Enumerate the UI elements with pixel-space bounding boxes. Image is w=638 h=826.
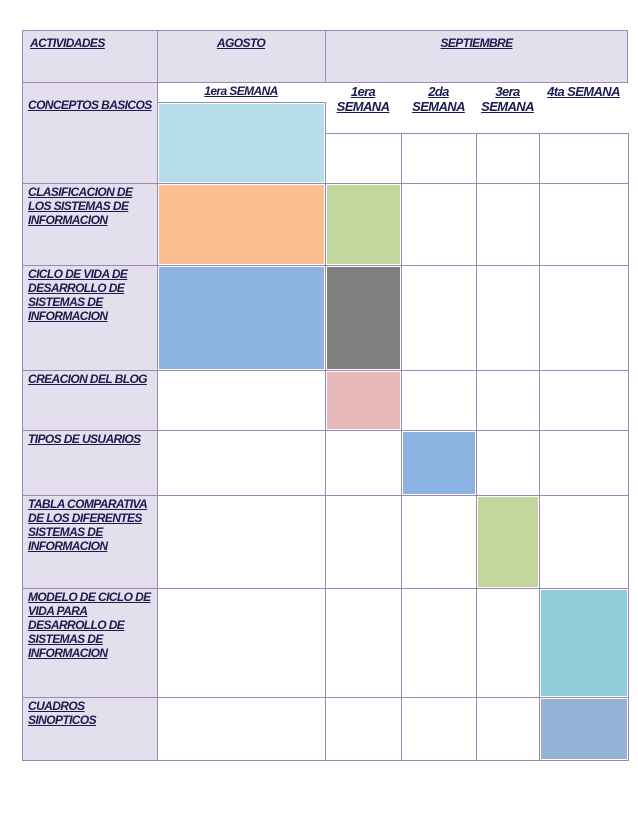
- week-label: 1era SEMANA: [204, 84, 278, 98]
- week-cell: [539, 370, 629, 431]
- week-cell: [157, 697, 326, 761]
- week-cell: [157, 588, 326, 698]
- header-cell: [157, 30, 326, 83]
- week-cell: [325, 495, 402, 589]
- label-cell: [22, 588, 158, 698]
- activity-label: CLASIFICACION DE LOS SISTEMAS DE INFORMA…: [28, 185, 133, 227]
- header-text: ACTIVIDADES: [30, 36, 105, 50]
- activity-label: TABLA COMPARATIVA DE LOS DIFERENTES SIST…: [28, 497, 148, 553]
- week-label: 3era SEMANA: [481, 84, 534, 114]
- week-label: 1era SEMANA: [336, 84, 390, 114]
- week-cell: [157, 495, 326, 589]
- activity-bar: [327, 267, 400, 369]
- activity-label: MODELO DE CICLO DE VIDA PARA DESARROLLO …: [28, 590, 151, 660]
- week-cell: [476, 697, 540, 761]
- week-cell: [401, 370, 477, 431]
- week-cell: [539, 430, 629, 496]
- activity-bar: [403, 432, 475, 494]
- label-cell: [22, 265, 158, 371]
- label-cell: [22, 697, 158, 761]
- week-cell: [476, 265, 540, 371]
- activity-bar: [541, 699, 627, 759]
- week-cell: [157, 370, 326, 431]
- week-cell: [401, 265, 477, 371]
- activity-bar: [541, 590, 627, 696]
- activity-bar: [159, 104, 324, 182]
- week-cell: [401, 183, 477, 266]
- activity-label: CICLO DE VIDA DE DESARROLLO DE SISTEMAS …: [28, 267, 128, 323]
- week-cell: [325, 588, 402, 698]
- label-cell: [22, 183, 158, 266]
- week-cell: [539, 133, 629, 184]
- week-cell: [539, 183, 629, 266]
- header-cell: [325, 30, 628, 83]
- label-cell: [22, 495, 158, 589]
- activity-label: CREACION DEL BLOG: [28, 372, 148, 386]
- week-cell: [476, 183, 540, 266]
- week-cell: [401, 588, 477, 698]
- activity-bar: [159, 185, 324, 264]
- activity-bar: [327, 372, 400, 429]
- label-cell: [22, 370, 158, 431]
- week-cell: [476, 430, 540, 496]
- activity-label: CONCEPTOS BASICOS: [28, 98, 152, 112]
- week-cell: [476, 370, 540, 431]
- week-cell: [476, 133, 540, 184]
- activity-bar: [327, 185, 400, 264]
- week-cell: [539, 265, 629, 371]
- week-cell: [401, 697, 477, 761]
- header-text: SEPTIEMBRE: [440, 36, 513, 50]
- header-text: AGOSTO: [216, 36, 266, 50]
- label-cell: [22, 430, 158, 496]
- activity-label: CUADROS SINOPTICOS: [28, 699, 97, 727]
- header-cell: [22, 30, 158, 83]
- week-cell: [325, 697, 402, 761]
- week-cell: [539, 495, 629, 589]
- week-cell: [539, 697, 629, 761]
- week-cell: [325, 133, 402, 184]
- week-cell: [476, 588, 540, 698]
- week-label: 2da SEMANA: [412, 84, 465, 114]
- week-cell: [401, 133, 477, 184]
- activity-bar: [159, 267, 324, 369]
- week-cell: [157, 430, 326, 496]
- activity-bar: [478, 497, 538, 587]
- week-cell: [325, 430, 402, 496]
- activity-label: TIPOS DE USUARIOS: [28, 432, 141, 446]
- week-cell: [401, 495, 477, 589]
- week-label: 4ta SEMANA: [547, 84, 620, 99]
